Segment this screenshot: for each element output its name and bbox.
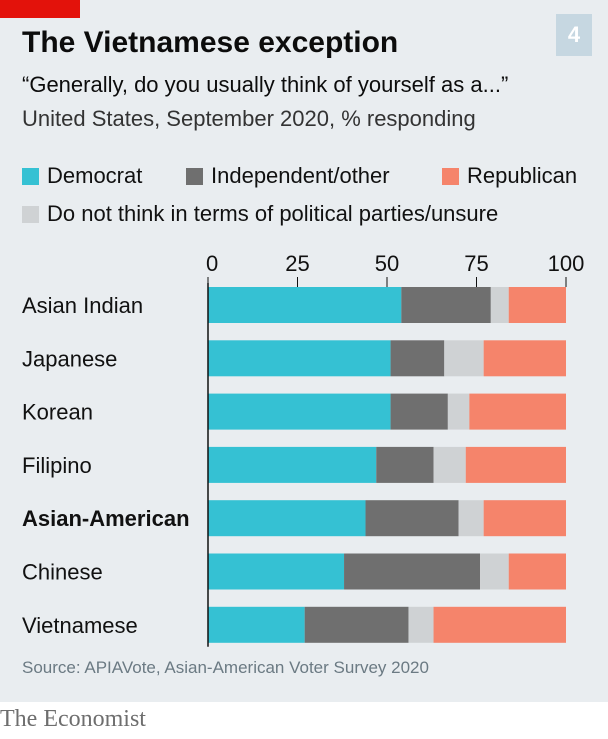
legend-label-unsure: Do not think in terms of political parti… [47,201,499,226]
bar-segment [208,606,305,643]
legend-item-independent: Independent/other [186,163,390,189]
category-label: Korean [22,400,93,425]
category-label: Asian-American [22,506,190,531]
bar-segment [208,287,402,323]
bar-segment [508,287,566,323]
bar-segment [208,446,377,483]
bar-segment [483,500,566,537]
chart-subtitle: “Generally, do you usually think of your… [22,72,509,97]
x-tick-label: 75 [464,251,488,276]
category-label: Asian Indian [22,293,143,318]
stacked-bar-chart: 0 25 50 75 100 Asian Indian Japanese Korean Fili… [22,251,585,647]
bar-segment [465,446,566,483]
legend-item-republican: Republican [442,163,577,189]
bar-segment [480,553,509,590]
bar-segment [390,340,445,377]
economist-red-bar [0,0,80,18]
legend-swatch-unsure [22,205,39,223]
bar-segment [208,340,391,377]
bar-segment [490,287,509,323]
bar-segment [365,500,459,537]
chart-title: The Vietnamese exception [22,26,399,59]
legend-swatch-independent [186,167,203,185]
bar-segment [208,393,391,430]
bar-segment [376,446,434,483]
legend-label-democrat: Democrat [47,163,143,188]
bar-segment [433,606,566,643]
brand-logo: The Economist [0,706,146,732]
bar-segment [458,500,484,537]
bar-segment [401,287,491,323]
category-label: Chinese [22,560,103,585]
bar-segment [433,446,466,483]
x-tick-label: 25 [285,251,309,276]
bar-segment [208,500,366,537]
category-label: Japanese [22,346,117,371]
x-tick-label: 50 [375,251,399,276]
legend-swatch-republican [442,167,459,185]
legend-item-unsure: Do not think in terms of political parti… [22,201,498,227]
legend-swatch-democrat [22,167,39,185]
chart-subtitle-detail: United States, September 2020, % respond… [22,106,476,131]
chart-number-badge: 4 [556,14,592,56]
legend-label-republican: Republican [467,163,578,188]
bar-segment [469,393,566,430]
category-label: Filipino [22,453,92,478]
category-label: Vietnamese [22,613,138,638]
legend-item-democrat: Democrat [22,163,142,189]
bar-segment [390,393,448,430]
x-tick-label: 100 [548,251,585,276]
bar-segment [344,553,481,590]
bar-segment [483,340,566,377]
source-note: Source: APIAVote, Asian-American Voter S… [22,658,429,677]
x-tick-label: 0 [206,251,218,276]
bar-segment [447,393,470,430]
legend-label-independent: Independent/other [211,163,390,188]
bar-segment [444,340,484,377]
bar-segment [208,553,345,590]
bar-segment [408,606,434,643]
bar-segment [304,606,409,643]
bar-segment [508,553,566,590]
